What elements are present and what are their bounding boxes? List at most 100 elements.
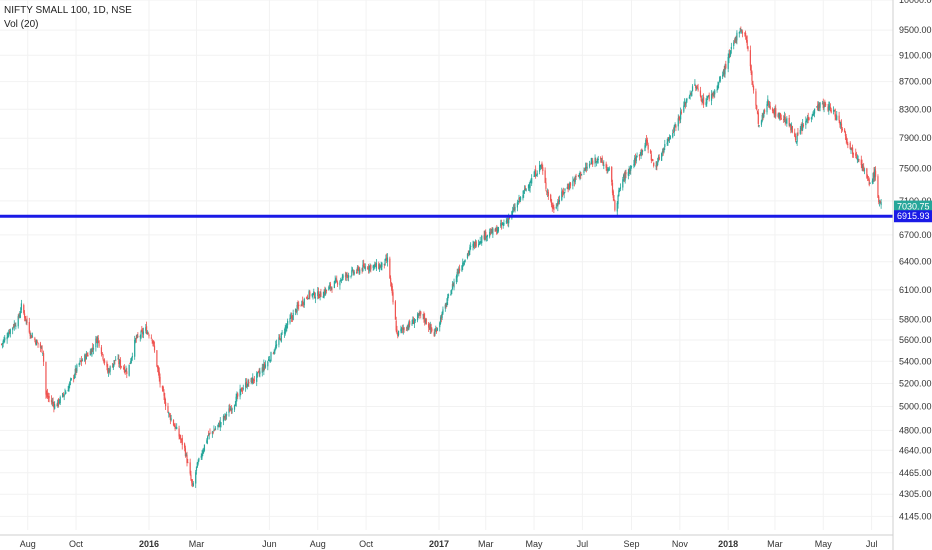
candle-body — [380, 265, 382, 269]
candle-body — [150, 337, 152, 339]
candle-body — [102, 354, 104, 360]
candle-body — [695, 85, 697, 88]
candle-body — [668, 137, 671, 140]
time-axis[interactable]: Aug Oct 2016 Mar Jun Aug Oct 2017 Mar May Jul Sep No… — [0, 534, 893, 549]
candle-body — [107, 367, 109, 373]
candle-body — [87, 355, 89, 357]
candle-body — [1, 343, 3, 345]
candle-body — [56, 404, 58, 407]
candle-body — [119, 359, 122, 367]
candle-body — [333, 281, 335, 289]
candle-body — [200, 455, 202, 458]
candle-body — [272, 353, 274, 355]
symbol-title[interactable]: NIFTY SMALL 100, 1D, NSE — [4, 5, 132, 16]
candle-body — [220, 422, 222, 424]
candle-body — [23, 313, 26, 318]
candle-body — [323, 291, 325, 298]
candle-body — [42, 352, 44, 354]
candle-body — [329, 285, 331, 287]
x-tick-label: 2016 — [139, 539, 159, 549]
price-axis[interactable]: 4145.00 4305.00 4465.00 4640.00 4800.00 5000.… — [892, 0, 932, 550]
candle-body — [230, 408, 232, 412]
candle-body — [296, 304, 298, 312]
candle-body — [722, 70, 725, 75]
candle-body — [855, 153, 857, 156]
candle-body — [275, 344, 278, 347]
candle-body — [346, 273, 348, 276]
candle-body — [319, 291, 321, 297]
y-tick-label: 9100.00 — [899, 50, 932, 60]
candle-body — [96, 336, 99, 344]
candle-body — [375, 262, 377, 269]
candle-body — [508, 217, 511, 219]
candle-body — [279, 338, 282, 341]
candle-body — [735, 36, 737, 41]
candle-body — [128, 364, 130, 376]
candle-body — [62, 394, 64, 396]
candle-body — [462, 263, 465, 265]
candle-body — [527, 184, 530, 189]
candle-body — [713, 93, 715, 95]
candle-body — [347, 275, 349, 278]
candle-body — [663, 148, 665, 153]
candle-body — [685, 100, 687, 104]
candle-body — [506, 219, 508, 223]
candle-body — [352, 270, 354, 274]
candle-body — [746, 40, 748, 46]
candle-body — [461, 265, 463, 272]
candle-body — [275, 345, 277, 350]
candle-body — [745, 36, 748, 41]
candle-body — [701, 100, 703, 103]
y-tick-label: 4640.00 — [899, 445, 932, 455]
candle-body — [231, 408, 233, 410]
candle-body — [812, 114, 814, 116]
candle-body — [802, 125, 805, 127]
candle-body — [368, 265, 370, 271]
candle-body — [2, 340, 4, 344]
candle-body — [684, 101, 686, 107]
candle-body — [736, 32, 738, 41]
candle-body — [207, 435, 209, 437]
candle-body — [878, 196, 880, 203]
candle-body — [661, 151, 664, 153]
candle-body — [137, 335, 139, 337]
x-tick-label: Sep — [624, 539, 640, 549]
candle-body — [180, 438, 183, 440]
candle-body — [808, 117, 810, 121]
candle-body — [444, 304, 446, 309]
candle-body — [500, 223, 503, 226]
candle-body — [788, 117, 790, 126]
candle-body — [386, 257, 388, 261]
candle-body — [522, 195, 524, 199]
candle-body — [120, 366, 122, 368]
candle-body — [79, 360, 81, 363]
candle-body — [458, 268, 461, 271]
candles-layer — [0, 26, 882, 488]
candle-body — [494, 228, 496, 232]
candle-body — [252, 378, 255, 381]
candle-body — [562, 191, 564, 194]
candle-body — [81, 360, 84, 362]
candle-body — [706, 99, 708, 104]
candle-body — [657, 156, 660, 161]
candle-body — [766, 104, 768, 113]
candle-body — [783, 116, 786, 120]
candle-body — [556, 205, 558, 207]
candle-body — [140, 331, 142, 338]
candle-body — [353, 271, 355, 275]
candle-body — [12, 327, 14, 330]
candle-body — [590, 161, 592, 163]
candle-body — [523, 190, 525, 194]
candle-body — [868, 179, 870, 186]
candle-body — [524, 187, 526, 190]
x-tick-label: Jul — [866, 539, 878, 549]
candle-body — [644, 145, 646, 151]
candle-body — [572, 180, 574, 187]
candle-body — [46, 394, 48, 396]
candle-body — [457, 271, 459, 273]
candle-body — [256, 372, 259, 374]
candle-body — [283, 332, 286, 334]
candle-body — [700, 96, 702, 101]
volume-indicator-label[interactable]: Vol (20) — [4, 19, 39, 30]
